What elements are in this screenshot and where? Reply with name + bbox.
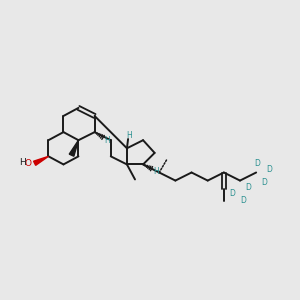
Polygon shape xyxy=(34,156,49,165)
Text: O: O xyxy=(24,159,31,168)
Text: H: H xyxy=(126,131,132,140)
Text: D: D xyxy=(229,189,235,198)
Text: D: D xyxy=(241,196,246,205)
Text: D: D xyxy=(245,183,251,192)
Text: H: H xyxy=(104,136,110,145)
Text: D: D xyxy=(266,164,272,173)
Text: H: H xyxy=(153,167,159,176)
Polygon shape xyxy=(69,140,79,156)
Text: D: D xyxy=(254,159,260,168)
Text: D: D xyxy=(261,178,267,188)
Text: H: H xyxy=(19,158,26,166)
